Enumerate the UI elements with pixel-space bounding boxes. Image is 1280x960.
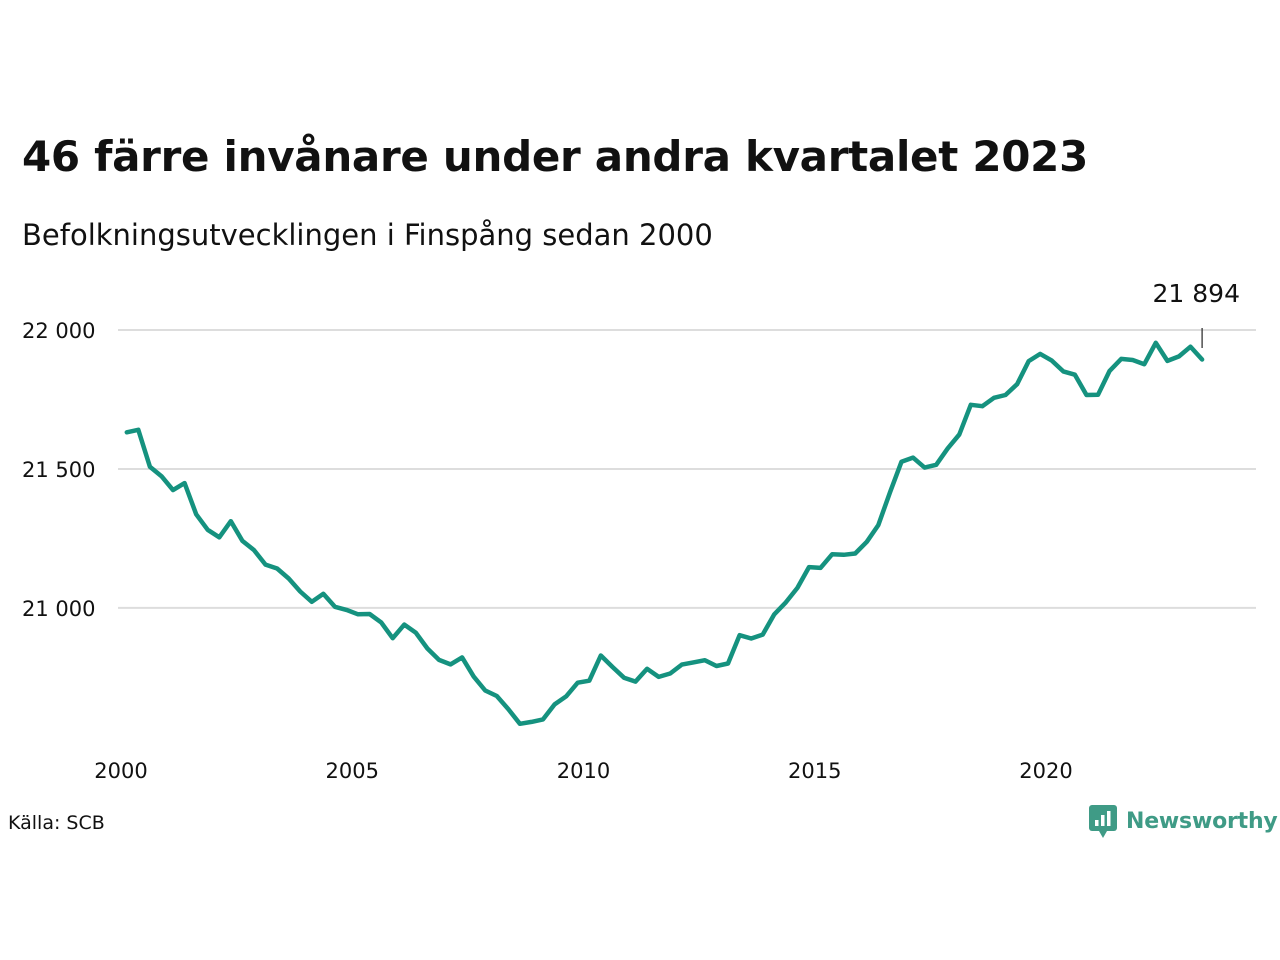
source-note: Källa: SCB [8,812,105,834]
x-tick-label: 2005 [326,759,379,783]
x-tick-label: 2010 [557,759,610,783]
newsworthy-logo-icon [1089,805,1117,838]
y-tick-label: 21 500 [22,458,95,482]
x-tick-label: 2015 [788,759,841,783]
chart-title: 46 färre invånare under andra kvartalet … [22,132,1089,181]
annotation-label: 21 894 [1153,279,1240,308]
x-tick-label: 2020 [1019,759,1072,783]
population-line [124,340,1205,727]
y-tick-label: 21 000 [22,597,95,621]
x-tick-label: 2000 [94,759,147,783]
y-tick-label: 22 000 [22,319,95,343]
brand-logo[interactable]: Newsworthy [1088,803,1278,839]
chart-subtitle: Befolkningsutvecklingen i Finspång sedan… [22,218,713,252]
brand-name: Newsworthy [1126,808,1278,834]
